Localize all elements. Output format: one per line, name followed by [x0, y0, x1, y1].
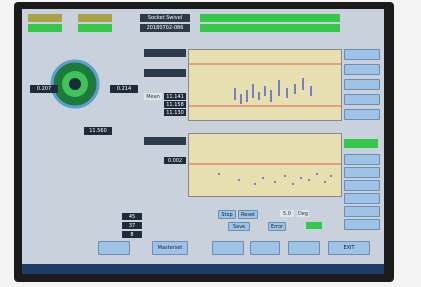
stat-value: 11.141: [164, 93, 186, 100]
lower-stat: 0.002: [164, 157, 186, 164]
side-button[interactable]: [344, 139, 378, 148]
bottom-button[interactable]: [212, 241, 244, 255]
exit-button[interactable]: EXIT: [328, 241, 370, 255]
side-button[interactable]: [344, 49, 380, 60]
side-button[interactable]: [344, 94, 380, 105]
gauge: [50, 59, 100, 109]
side-button[interactable]: [344, 193, 380, 204]
side-button[interactable]: [344, 79, 380, 90]
count: 37: [122, 222, 142, 229]
taskbar: [22, 264, 384, 274]
side-button[interactable]: [344, 219, 380, 230]
stat-value: 11.158: [164, 101, 186, 108]
page: {"header":{"title":"Socket Swivel","code…: [0, 0, 421, 287]
center-value: 11.560: [84, 127, 112, 135]
right-value: 0.214: [110, 85, 138, 93]
step-unit: Deg: [297, 210, 309, 217]
count: 8: [122, 231, 142, 238]
side-button[interactable]: [344, 167, 380, 178]
model-title: Socket Swivel: [140, 14, 190, 22]
stat-value: 11.130: [164, 109, 186, 116]
indicator: [28, 14, 62, 22]
bottom-button[interactable]: [288, 241, 320, 255]
step-value: 5.0: [280, 210, 294, 217]
side-button[interactable]: [344, 109, 380, 120]
side-button[interactable]: [344, 206, 380, 217]
side-button[interactable]: [344, 180, 380, 191]
status-bar: [200, 14, 340, 22]
side-button[interactable]: [344, 154, 380, 165]
scatter-chart: [188, 133, 342, 197]
save-button[interactable]: Save: [228, 222, 250, 231]
lot-code: 20180702-086: [140, 24, 190, 32]
stat-header: [144, 69, 186, 77]
trend-chart: [188, 49, 342, 121]
bottom-button[interactable]: [250, 241, 280, 255]
stat-header: [144, 49, 186, 57]
side-button[interactable]: [344, 64, 380, 75]
stat-label: Mean: [144, 93, 162, 100]
ok-indicator: [306, 222, 322, 229]
reset-button[interactable]: Reset: [238, 210, 258, 219]
indicator: [78, 14, 112, 22]
error-button[interactable]: Error: [268, 222, 286, 231]
app-screen: Socket Swivel 20180702-086 0.207 0.214 1…: [22, 9, 384, 264]
count: 45: [122, 213, 142, 220]
indicator: [78, 24, 112, 32]
stop-button[interactable]: Stop: [218, 210, 236, 219]
status-bar: [200, 24, 340, 32]
masterset-button[interactable]: Masterset: [152, 241, 188, 255]
stat-header: [144, 137, 186, 145]
indicator: [28, 24, 62, 32]
left-value: 0.207: [30, 85, 58, 93]
bottom-button[interactable]: [98, 241, 130, 255]
